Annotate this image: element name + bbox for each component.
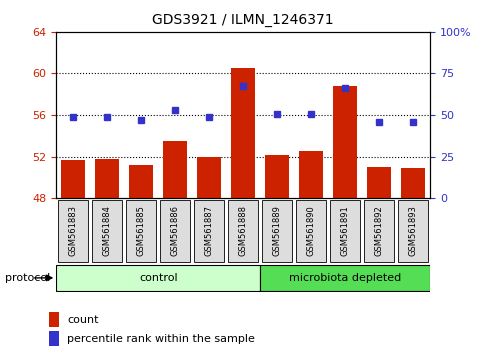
Text: GSM561893: GSM561893 (408, 206, 417, 256)
Text: GSM561887: GSM561887 (204, 205, 213, 257)
Bar (197, 156, 221, 198)
Text: protocol: protocol (5, 273, 50, 283)
FancyBboxPatch shape (58, 200, 88, 262)
Bar (260, 264, 429, 291)
Text: GSM561886: GSM561886 (170, 205, 180, 257)
Text: percentile rank within the sample: percentile rank within the sample (67, 334, 255, 344)
Text: GSM561892: GSM561892 (374, 206, 383, 256)
Bar (231, 68, 255, 198)
FancyBboxPatch shape (92, 200, 122, 262)
FancyBboxPatch shape (296, 200, 325, 262)
Bar (95, 159, 119, 198)
Bar (129, 165, 153, 198)
Text: GSM561891: GSM561891 (340, 206, 349, 256)
Bar (49, 331, 59, 346)
Text: GSM561885: GSM561885 (137, 206, 145, 256)
Bar (61, 160, 85, 198)
Bar (265, 155, 288, 198)
Text: GSM561889: GSM561889 (272, 206, 281, 256)
Bar (299, 152, 323, 198)
FancyBboxPatch shape (398, 200, 427, 262)
Text: count: count (67, 315, 99, 325)
FancyBboxPatch shape (194, 200, 224, 262)
Bar (333, 86, 356, 198)
Bar (56, 264, 260, 291)
FancyBboxPatch shape (330, 200, 360, 262)
Bar (366, 166, 390, 198)
Bar (49, 312, 59, 327)
Bar (163, 141, 187, 198)
Bar (401, 168, 425, 198)
Title: GDS3921 / ILMN_1246371: GDS3921 / ILMN_1246371 (152, 13, 333, 27)
Text: GSM561890: GSM561890 (306, 206, 315, 256)
Text: GSM561884: GSM561884 (102, 206, 112, 256)
FancyBboxPatch shape (228, 200, 258, 262)
Text: GSM561883: GSM561883 (69, 205, 78, 257)
FancyBboxPatch shape (126, 200, 156, 262)
FancyBboxPatch shape (262, 200, 292, 262)
FancyBboxPatch shape (364, 200, 393, 262)
Text: microbiota depleted: microbiota depleted (288, 273, 401, 283)
Text: control: control (139, 273, 177, 283)
Text: GSM561888: GSM561888 (238, 205, 247, 257)
FancyBboxPatch shape (160, 200, 190, 262)
